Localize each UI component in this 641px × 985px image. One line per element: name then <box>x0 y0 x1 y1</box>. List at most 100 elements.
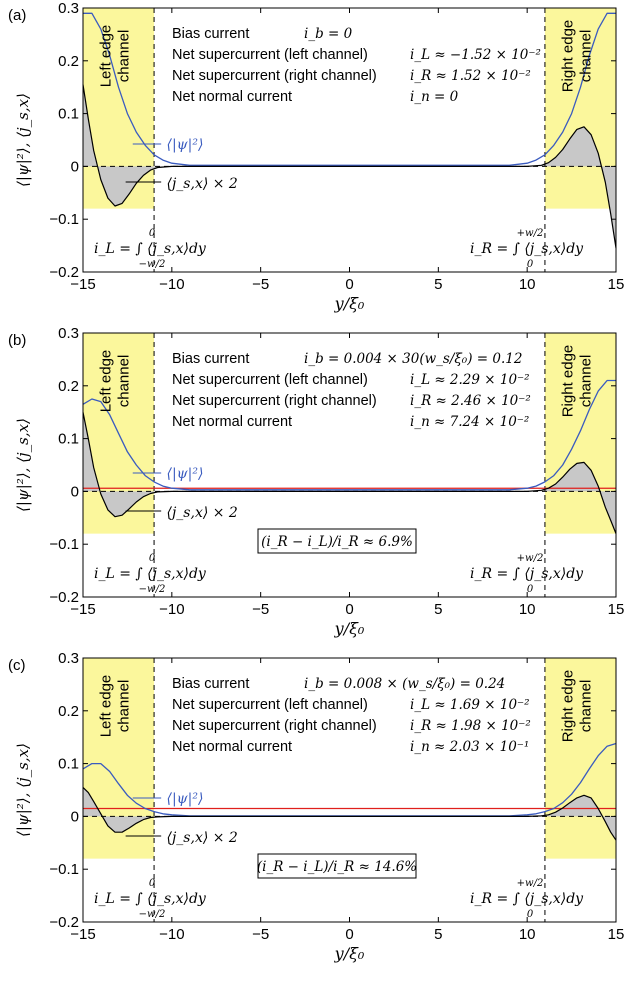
right-channel-label: Right edge <box>559 345 576 418</box>
y-tick-label: −0.2 <box>49 589 79 606</box>
right-integral-upper-limit: +w/2 <box>517 553 544 564</box>
y-tick-label: −0.1 <box>49 536 79 553</box>
x-tick-label: 10 <box>519 276 536 293</box>
right-channel-label: Right edge <box>559 670 576 743</box>
info-label: Bias current <box>172 26 249 42</box>
right-channel-label: Right edge <box>559 20 576 93</box>
current-fill-area <box>83 412 616 533</box>
right-integral-formula: i_R = ∫ ⟨j_s,x⟩dy <box>470 241 584 257</box>
x-tick-label: 5 <box>434 601 442 618</box>
current-annotation: ⟨j_s,x⟩ × 2 <box>167 505 238 521</box>
x-tick-label: 0 <box>345 276 353 293</box>
info-value: i_b = 0 <box>304 26 353 42</box>
y-tick-label: 0.3 <box>58 325 79 342</box>
y-tick-label: 0.1 <box>58 756 79 773</box>
y-tick-label: −0.2 <box>49 914 79 931</box>
right-integral-formula: i_R = ∫ ⟨j_s,x⟩dy <box>470 566 584 582</box>
y-tick-label: 0.1 <box>58 431 79 448</box>
y-axis-label: ⟨|ψ|²⟩, ⟨j_s,x⟩ <box>14 93 32 187</box>
y-tick-label: 0.1 <box>58 106 79 123</box>
panel-label: (b) <box>8 332 26 349</box>
info-label: Net supercurrent (right channel) <box>172 393 377 409</box>
info-label: Bias current <box>172 351 249 367</box>
info-value: i_L ≈ −1.52 × 10⁻² <box>410 47 541 63</box>
info-label: Net normal current <box>172 739 292 755</box>
x-tick-label: 15 <box>608 276 625 293</box>
x-axis-label: y/ξ₀ <box>334 944 365 963</box>
info-value: i_b = 0.008 × (w_s/ξ₀) = 0.24 <box>304 676 505 692</box>
x-tick-label: 5 <box>434 276 442 293</box>
info-label: Net supercurrent (left channel) <box>172 372 368 388</box>
info-value: i_n ≈ 2.03 × 10⁻¹ <box>410 739 529 755</box>
info-value: i_R ≈ 2.46 × 10⁻² <box>410 393 531 409</box>
panel-label: (c) <box>8 657 26 674</box>
x-tick-label: 0 <box>345 601 353 618</box>
right-integral-formula: i_R = ∫ ⟨j_s,x⟩dy <box>470 891 584 907</box>
psi-series-line <box>83 744 616 816</box>
psi-annotation: ⟨|ψ|²⟩ <box>167 466 204 482</box>
info-label: Net supercurrent (left channel) <box>172 47 368 63</box>
info-value: i_L ≈ 2.29 × 10⁻² <box>410 372 530 388</box>
x-tick-label: 5 <box>434 926 442 943</box>
info-value: i_L ≈ 1.69 × 10⁻² <box>410 697 530 713</box>
info-label: Net normal current <box>172 414 292 430</box>
left-integral-formula: i_L = ∫ ⟨j_s,x⟩dy <box>94 891 207 907</box>
y-axis-label: ⟨|ψ|²⟩, ⟨j_s,x⟩ <box>14 743 32 837</box>
x-tick-label: 15 <box>608 926 625 943</box>
info-label: Net supercurrent (left channel) <box>172 697 368 713</box>
info-value: i_R ≈ 1.52 × 10⁻² <box>410 68 531 84</box>
panel: −15 −10 −5 0 5 10 15 −0.2 −0.1 0 0.1 0.2 0.3 (b) y/ξ₀ ⟨… <box>8 325 624 638</box>
right-integral-lower-limit: 0 <box>527 909 534 920</box>
x-tick-label: −10 <box>159 276 184 293</box>
x-tick-label: −5 <box>252 601 269 618</box>
y-tick-label: 0.3 <box>58 0 79 17</box>
y-tick-label: 0 <box>71 483 79 500</box>
info-value: i_R ≈ 1.98 × 10⁻² <box>410 718 531 734</box>
right-channel-label: channel <box>577 680 594 733</box>
y-tick-label: 0.3 <box>58 650 79 667</box>
info-label: Net normal current <box>172 89 292 105</box>
y-tick-label: 0.2 <box>58 703 79 720</box>
ratio-text: (i_R − i_L)/i_R ≈ 14.6% <box>257 859 417 875</box>
y-tick-label: −0.1 <box>49 211 79 228</box>
left-integral-upper-limit: 0 <box>149 878 156 889</box>
y-tick-label: −0.1 <box>49 861 79 878</box>
info-label: Net supercurrent (right channel) <box>172 68 377 84</box>
x-tick-label: 10 <box>519 926 536 943</box>
panel: −15 −10 −5 0 5 10 15 −0.2 −0.1 0 0.1 0.2 0.3 (a) y/ξ₀ ⟨… <box>8 0 624 313</box>
left-integral-formula: i_L = ∫ ⟨j_s,x⟩dy <box>94 566 207 582</box>
right-channel-label: channel <box>577 30 594 83</box>
ratio-text: (i_R − i_L)/i_R ≈ 6.9% <box>261 534 413 550</box>
left-integral-lower-limit: −w/2 <box>139 584 166 595</box>
right-integral-lower-limit: 0 <box>527 584 534 595</box>
x-tick-label: 0 <box>345 926 353 943</box>
info-value: i_n ≈ 7.24 × 10⁻² <box>410 414 529 430</box>
left-integral-lower-limit: −w/2 <box>139 259 166 270</box>
x-tick-label: −10 <box>159 601 184 618</box>
left-integral-upper-limit: 0 <box>149 228 156 239</box>
x-axis-label: y/ξ₀ <box>334 619 365 638</box>
info-label: Bias current <box>172 676 249 692</box>
y-tick-label: 0 <box>71 808 79 825</box>
left-channel-label: Left edge <box>98 675 115 738</box>
y-tick-label: −0.2 <box>49 264 79 281</box>
right-integral-lower-limit: 0 <box>527 259 534 270</box>
x-axis-label: y/ξ₀ <box>334 294 365 313</box>
left-channel-label: Left edge <box>98 350 115 413</box>
x-tick-label: −5 <box>252 926 269 943</box>
x-tick-label: 10 <box>519 601 536 618</box>
current-series-line <box>83 412 616 533</box>
psi-annotation: ⟨|ψ|²⟩ <box>167 137 204 153</box>
y-tick-label: 0.2 <box>58 378 79 395</box>
info-value: i_b = 0.004 × 30(w_s/ξ₀) = 0.12 <box>304 351 522 367</box>
y-axis-label: ⟨|ψ|²⟩, ⟨j_s,x⟩ <box>14 418 32 512</box>
panel-label: (a) <box>8 7 26 24</box>
panel: −15 −10 −5 0 5 10 15 −0.2 −0.1 0 0.1 0.2 0.3 (c) y/ξ₀ ⟨… <box>8 650 624 963</box>
current-annotation: ⟨j_s,x⟩ × 2 <box>167 176 238 192</box>
y-tick-label: 0 <box>71 158 79 175</box>
current-annotation: ⟨j_s,x⟩ × 2 <box>167 830 238 846</box>
left-channel-label: channel <box>116 30 133 83</box>
x-tick-label: −10 <box>159 926 184 943</box>
y-tick-label: 0.2 <box>58 53 79 70</box>
